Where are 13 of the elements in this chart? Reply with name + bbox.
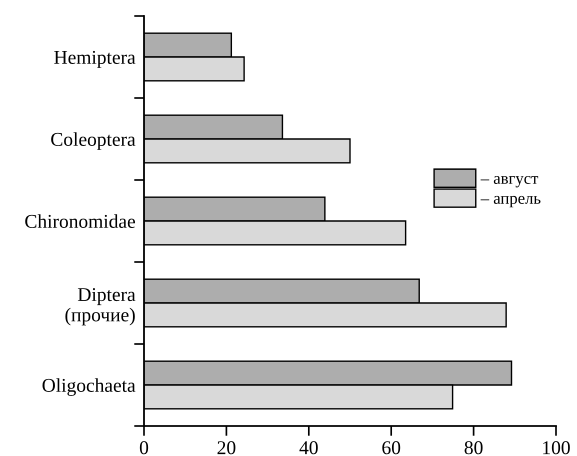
legend-label: – август [480,176,538,188]
x-tick-label: 20 [218,441,236,454]
x-tick-label: 40 [299,441,318,454]
y-tick-label: Oligochaeta [42,378,136,396]
x-tick-label: 0 [140,441,148,454]
x-tick-label: 60 [382,441,400,454]
x-tick-label: 80 [464,441,483,454]
y-tick-label: Diptera (прочие) [65,288,136,326]
y-tick-label: Chironomidae [25,214,135,228]
y-tick-label: Coleoptera [51,132,136,150]
x-tick-label: 100 [543,441,570,454]
legend-label: – апрель [480,196,540,208]
y-tick-label: Hemiptera [54,50,136,68]
